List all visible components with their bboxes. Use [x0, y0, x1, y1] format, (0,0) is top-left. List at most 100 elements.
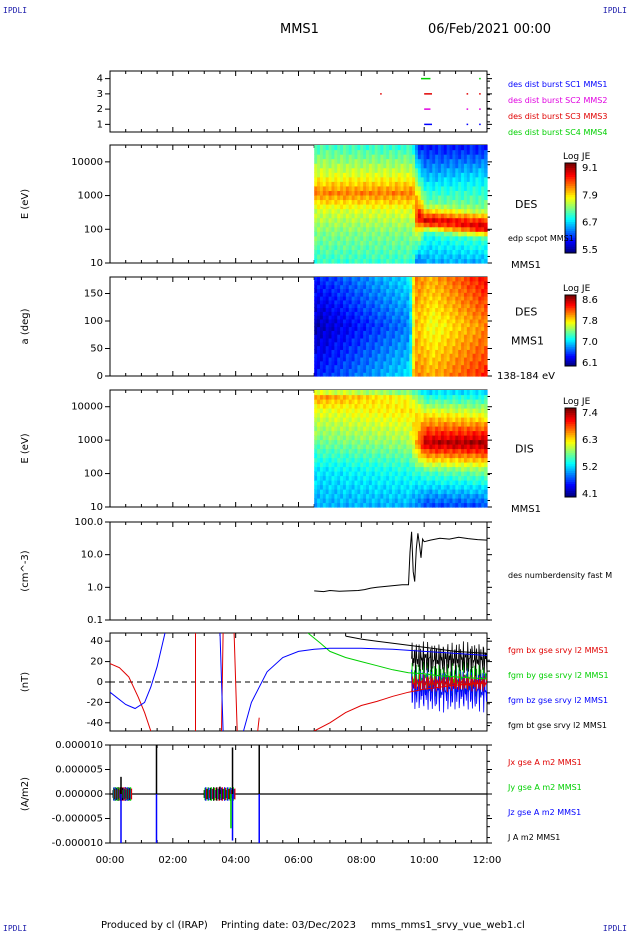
heatmap-cell — [409, 394, 413, 400]
heatmap-cell — [412, 277, 416, 282]
heatmap-cell — [403, 235, 407, 241]
heatmap-cell — [371, 326, 376, 331]
heatmap-cell — [403, 284, 407, 290]
heatmap-cell — [354, 303, 359, 309]
heatmap-cell — [340, 408, 344, 414]
heatmap-cell — [340, 190, 344, 196]
heatmap-cell — [322, 435, 327, 441]
heatmap-cell — [412, 466, 416, 472]
heatmap-cell — [463, 222, 468, 228]
panel-right-label: DES — [515, 306, 537, 319]
heatmap-cell — [412, 226, 416, 232]
heatmap-cell — [331, 284, 335, 290]
heatmap-cell — [435, 158, 439, 164]
heatmap-cell — [403, 364, 407, 369]
heatmap-cell — [481, 288, 485, 293]
heatmap-cell — [348, 167, 353, 173]
heatmap-cell — [484, 280, 488, 286]
heatmap-cell — [391, 489, 396, 495]
heatmap-cell — [429, 185, 433, 191]
heatmap-cell — [348, 158, 353, 164]
heatmap-cell — [403, 412, 407, 418]
heatmap-cell — [383, 417, 387, 423]
heatmap-cell — [328, 341, 333, 347]
heatmap-cell — [331, 341, 335, 347]
heatmap-cell — [412, 307, 416, 312]
heatmap-cell — [423, 235, 428, 241]
heatmap-cell — [348, 213, 353, 219]
heatmap-cell — [406, 303, 410, 309]
heatmap-cell — [423, 489, 428, 495]
heatmap-cell — [429, 292, 433, 297]
heatmap-cell — [357, 226, 361, 232]
heatmap-cell — [317, 341, 321, 347]
heatmap-cell — [354, 163, 359, 169]
heatmap-cell — [423, 341, 428, 347]
heatmap-cell — [314, 176, 318, 182]
heatmap-cell — [360, 364, 364, 369]
heatmap-cell — [334, 318, 338, 324]
colorbar-cell — [565, 323, 576, 326]
heatmap-cell — [423, 435, 428, 441]
heatmap-cell — [377, 484, 382, 490]
heatmap-cell — [366, 399, 370, 405]
heatmap-cell — [423, 172, 428, 178]
heatmap-cell — [438, 292, 442, 297]
heatmap-cell — [337, 498, 341, 504]
heatmap-cell — [455, 199, 459, 205]
heatmap-cell — [469, 176, 474, 182]
heatmap-cell — [455, 158, 459, 164]
heatmap-cell — [366, 258, 370, 264]
heatmap-cell — [363, 322, 367, 328]
heatmap-cell — [337, 408, 341, 414]
colorbar-cell — [565, 339, 576, 342]
heatmap-cell — [331, 372, 335, 377]
heatmap-cell — [363, 280, 367, 286]
heatmap-cell — [406, 372, 410, 377]
heatmap-cell — [319, 349, 324, 354]
heatmap-cell — [443, 154, 448, 160]
heatmap-cell — [461, 318, 465, 324]
heatmap-cell — [380, 296, 384, 301]
heatmap-cell — [337, 341, 341, 347]
heatmap-cell — [438, 240, 442, 246]
heatmap-cell — [391, 435, 396, 441]
heatmap-cell — [394, 421, 399, 427]
heatmap-cell — [403, 462, 407, 468]
heatmap-cell — [429, 394, 433, 400]
heatmap-cell — [368, 430, 373, 436]
heatmap-cell — [409, 181, 413, 187]
colorbar-cell — [565, 235, 576, 238]
heatmap-cell — [406, 208, 410, 214]
heatmap-cell — [438, 466, 442, 472]
heatmap-cell — [481, 364, 485, 369]
heatmap-cell — [406, 408, 410, 414]
heatmap-cell — [331, 194, 335, 201]
heatmap-cell — [334, 349, 338, 354]
heatmap-cell — [334, 277, 338, 282]
heatmap-cell — [366, 448, 370, 454]
heatmap-cell — [469, 360, 474, 366]
heatmap-cell — [371, 345, 376, 350]
heatmap-cell — [478, 208, 482, 214]
heatmap-cell — [371, 258, 376, 264]
heatmap-cell — [449, 249, 454, 255]
heatmap-cell — [466, 190, 471, 196]
heatmap-cell — [435, 303, 439, 309]
heatmap-cell — [377, 394, 382, 400]
heatmap-cell — [420, 226, 425, 232]
heatmap-cell — [435, 296, 439, 301]
heatmap-cell — [348, 457, 353, 463]
heatmap-cell — [415, 330, 419, 335]
heatmap-cell — [325, 311, 330, 316]
heatmap-cell — [426, 439, 431, 445]
heatmap-cell — [337, 163, 341, 169]
heatmap-cell — [317, 426, 321, 432]
heatmap-cell — [461, 181, 465, 187]
heatmap-cell — [328, 322, 333, 328]
heatmap-cell — [371, 360, 376, 366]
heatmap-cell — [423, 154, 428, 160]
heatmap-cell — [412, 199, 416, 205]
heatmap-cell — [397, 280, 402, 286]
heatmap-cell — [317, 330, 321, 335]
